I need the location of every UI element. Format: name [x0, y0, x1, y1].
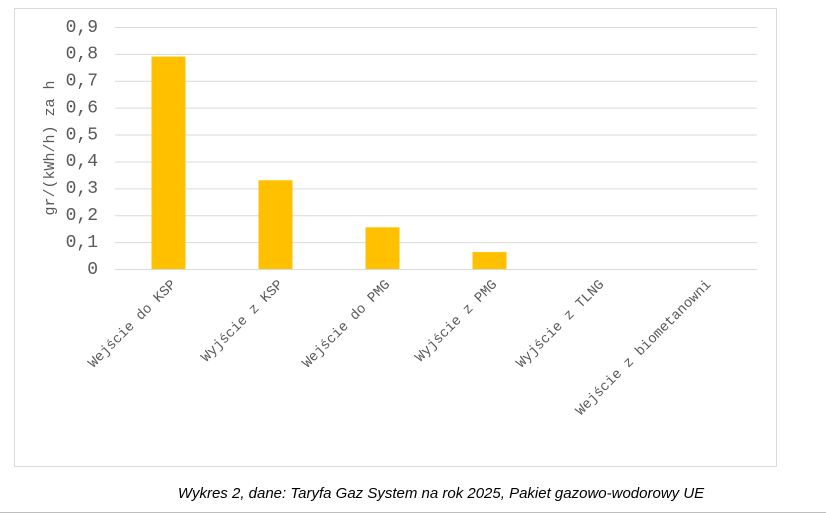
bar	[472, 252, 507, 269]
y-tick-label: 0,3	[66, 179, 98, 199]
y-tick-label: 0,4	[66, 152, 98, 172]
y-tick-label: 0,5	[66, 125, 98, 145]
bar	[151, 56, 186, 270]
y-tick-label: 0,1	[66, 233, 98, 253]
y-tick-label: 0,6	[66, 98, 98, 118]
bar	[258, 180, 293, 269]
y-tick-label: 0	[87, 260, 98, 280]
y-tick-label: 0,9	[66, 18, 98, 38]
y-tick-label: 0,2	[66, 206, 98, 226]
y-tick-label: 0,8	[66, 45, 98, 65]
y-axis-label: gr/(kWh/h) za h	[42, 80, 59, 215]
y-tick-label: 0,7	[66, 72, 98, 92]
caption: Wykres 2, dane: Taryfa Gaz System na rok…	[178, 485, 705, 502]
bar	[365, 227, 400, 269]
